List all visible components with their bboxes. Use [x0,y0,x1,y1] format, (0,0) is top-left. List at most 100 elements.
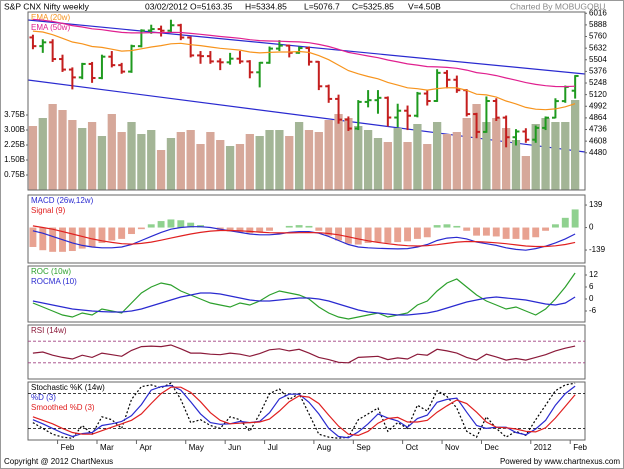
histogram-bar [482,227,490,236]
volume-bar [38,118,47,190]
volume-bar [304,130,314,190]
histogram-bar [256,227,264,233]
histogram-bar [236,227,244,233]
volume-bar [166,138,176,190]
volume-value: V=4.50B [408,1,441,11]
x-tick-label: 2012 [534,443,552,452]
volume-bar [216,140,225,190]
volume-bar [265,130,274,190]
y-tick-label: 4608 [589,136,607,145]
volume-bar [423,144,432,190]
y-tick-label: 5248 [589,78,607,87]
volume-bar [354,126,363,190]
series-line [32,30,576,111]
panel-border [27,194,586,264]
histogram-bar [266,227,273,231]
trend-line [27,19,586,75]
histogram-bar [443,224,451,228]
low-value: L=5076.7 [304,1,340,11]
volume-bar [472,104,481,190]
volume-bar [97,136,107,190]
histogram-bar [512,227,520,239]
histogram-bar [413,227,421,239]
histogram-bar [463,227,471,231]
histogram-bar [177,220,185,228]
chart-title: S&P CNX Nifty weekly [4,1,90,11]
histogram-bar [295,225,303,228]
y-tick-label: 2.25B [4,140,25,149]
series-line [32,225,576,248]
legend-label: ROCMA (10) [31,277,77,286]
x-tick-label: Mar [100,443,114,452]
volume-bar [561,122,570,190]
y-tick-label: 4736 [589,125,607,134]
histogram-bar [128,227,135,235]
y-tick-label: 1.50B [4,155,25,164]
volume-bar [87,122,97,190]
y-tick-label: 0 [589,223,594,232]
series-line [32,18,576,88]
volume-bar [363,130,373,190]
volume-bar [501,128,511,190]
legend-label: ROC (10w) [31,267,71,276]
series-line [32,292,576,316]
volume-bar [176,132,185,190]
histogram-bar [78,227,86,249]
volume-bar [462,118,471,190]
histogram-bar [335,227,342,241]
panel-border [27,324,586,380]
volume-bar [255,136,264,190]
histogram-bar [285,225,293,228]
panel-border [27,11,586,191]
date: 03/02/2012 [145,1,188,11]
histogram-bar [39,227,47,251]
histogram-bar [404,227,411,242]
x-tick-label: Nov [445,443,459,452]
volume-bar [196,144,205,190]
y-tick-label: 6016 [589,8,607,17]
volume-bar [492,118,501,190]
y-tick-label: 5504 [589,55,607,64]
histogram-bar [473,227,481,236]
y-tick-label: 12 [589,270,598,279]
legend-label: Stochastic %K (14w) [31,383,105,392]
histogram-bar [325,227,333,236]
legend-label: Signal (9) [31,206,66,215]
volume-bar [373,138,383,190]
volume-bar [28,126,38,190]
y-tick-label: 4992 [589,101,607,110]
volume-bar [334,114,343,190]
volume-bar [147,130,156,190]
histogram-bar [354,227,362,245]
histogram-bar [98,227,106,243]
volume-bar [393,128,402,190]
volume-bar [324,120,333,190]
histogram-bar [561,217,569,228]
volume-bar [235,144,245,190]
histogram-bar [453,225,461,228]
volume-bar [78,128,87,190]
series-line [32,384,576,439]
histogram-bar [542,227,550,231]
y-tick-label: -139 [589,245,606,254]
histogram-bar [68,227,76,252]
volume-bar [432,122,442,190]
y-tick-label: 5120 [589,90,607,99]
volume-bar [571,100,580,190]
volume-bar [58,110,67,190]
volume-bar [127,122,136,190]
volume-bar [156,150,166,190]
volume-bar [442,134,452,190]
y-tick-label: 0 [589,294,594,303]
y-tick-label: 0.75B [4,170,25,179]
volume-bar [186,130,195,190]
histogram-bar [571,209,579,228]
volume-bar [344,118,353,190]
x-tick-label: Aug [317,443,331,452]
histogram-bar [167,219,175,228]
histogram-bar [502,227,510,239]
volume-bar [531,124,540,190]
close-value: C=5325.85 [352,1,394,11]
series-line [32,344,576,364]
